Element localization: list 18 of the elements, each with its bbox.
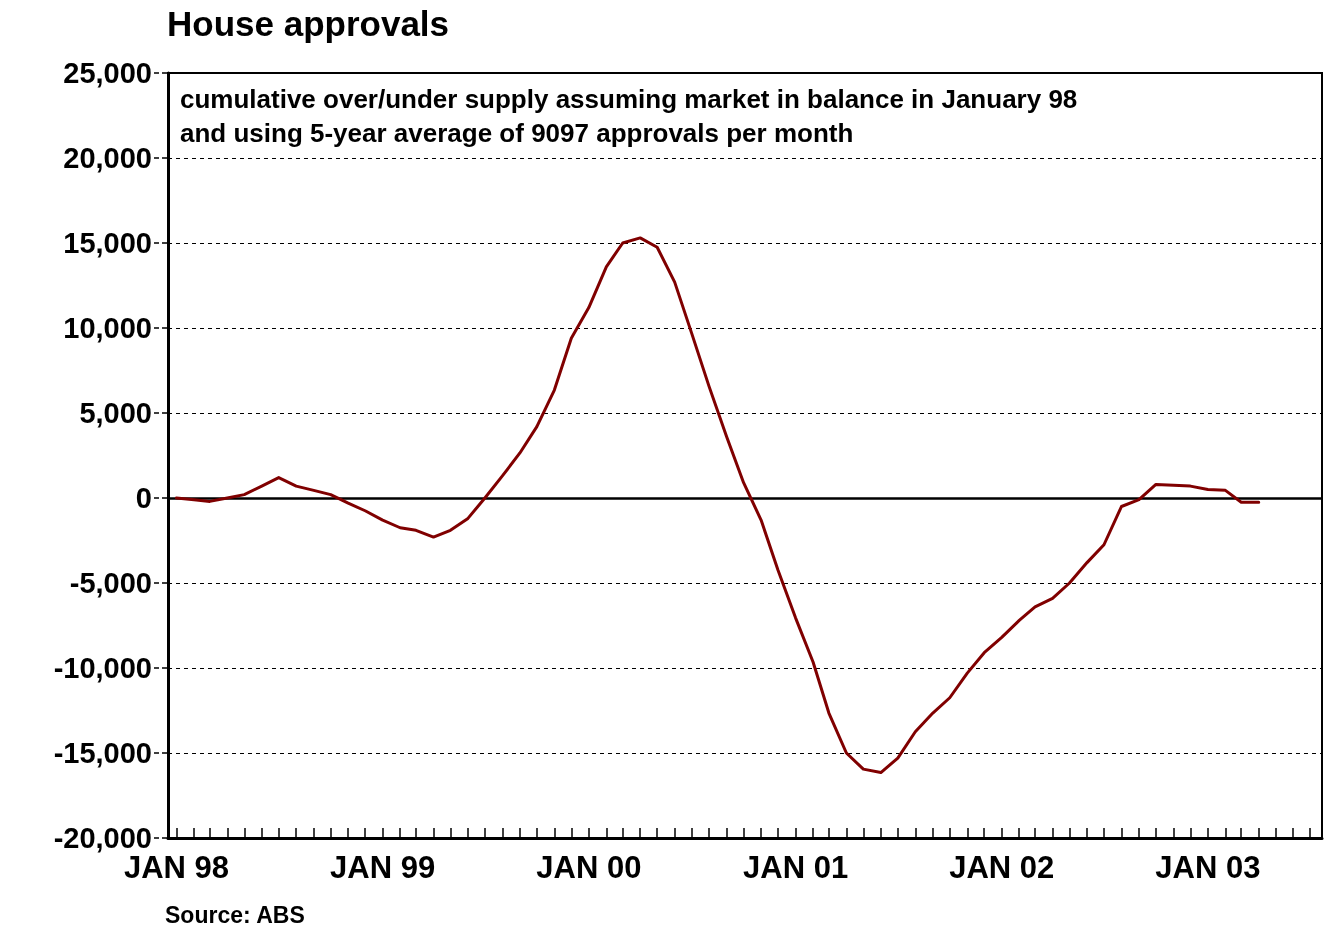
x-tick-label: JAN 99 — [330, 850, 436, 885]
y-tick-label: 25,000 — [63, 57, 152, 89]
y-tick-label: 20,000 — [63, 142, 152, 174]
y-tick-label: 15,000 — [63, 227, 152, 259]
x-tick-label: JAN 02 — [949, 850, 1055, 885]
y-tick-label: 0 — [135, 482, 152, 514]
y-tick-label: -5,000 — [69, 567, 152, 599]
source-note: Source: ABS — [165, 901, 305, 928]
x-tick-label: JAN 03 — [1155, 850, 1261, 885]
y-tick-label: 10,000 — [63, 312, 152, 344]
x-tick-label: JAN 00 — [536, 850, 642, 885]
x-tick-label: JAN 01 — [743, 850, 849, 885]
chart-title: House approvals — [167, 4, 450, 43]
y-tick-label: 5,000 — [79, 397, 152, 429]
y-tick-label: -15,000 — [53, 737, 152, 769]
line-series — [174, 236, 1261, 775]
y-tick-label: -10,000 — [53, 652, 152, 684]
text: cumulative over/under supply assuming market in balance in January 98 and using 5-year average of 9097 approvals per month — [180, 84, 1078, 148]
